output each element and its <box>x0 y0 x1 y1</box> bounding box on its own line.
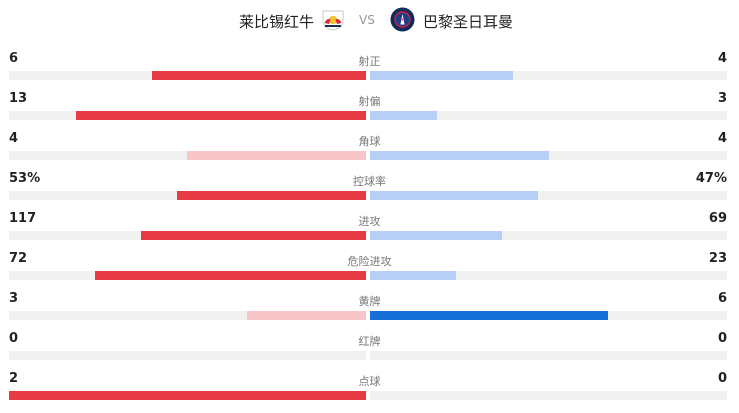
home-stat-track <box>9 351 366 360</box>
stat-row: 117 进攻 69 <box>0 208 739 248</box>
home-stat-track <box>9 111 366 120</box>
home-stat-value: 6 <box>9 51 19 66</box>
home-stat-value: 117 <box>9 211 37 226</box>
stat-label: 黄牌 <box>358 295 381 308</box>
stat-row: 0 红牌 0 <box>0 328 739 368</box>
away-stat-track <box>370 151 727 160</box>
away-stat-bar <box>370 71 513 80</box>
stat-label: 进攻 <box>358 215 381 228</box>
away-stat-value: 23 <box>708 251 727 266</box>
away-stat-track <box>370 191 727 200</box>
stat-label: 红牌 <box>358 335 381 348</box>
away-stat-track <box>370 351 727 360</box>
home-team-name: 莱比锡红牛 <box>238 13 314 31</box>
away-stat-bar <box>370 111 437 120</box>
away-stat-track <box>370 271 727 280</box>
stat-row: 6 射正 4 <box>0 48 739 88</box>
stat-label: 点球 <box>358 375 381 388</box>
stat-label: 射偏 <box>358 95 381 108</box>
away-stat-track <box>370 391 727 400</box>
home-stat-bar <box>76 111 366 120</box>
home-stat-value: 13 <box>9 91 28 106</box>
rb-leipzig-logo-icon <box>321 9 345 31</box>
home-stat-bar <box>152 71 366 80</box>
away-stat-bar <box>370 231 502 240</box>
home-stat-value: 72 <box>9 251 28 266</box>
home-stat-value: 2 <box>9 371 19 386</box>
stat-row: 4 角球 4 <box>0 128 739 168</box>
vs-label: VS <box>359 13 375 27</box>
home-stat-bar <box>95 271 366 280</box>
psg-logo-icon <box>390 7 415 32</box>
home-stat-track <box>9 271 366 280</box>
home-stat-track <box>9 71 366 80</box>
stat-label: 控球率 <box>353 175 386 188</box>
away-stat-value: 3 <box>717 91 727 106</box>
away-stat-track <box>370 71 727 80</box>
home-stat-track <box>9 231 366 240</box>
stat-label: 射正 <box>358 55 381 68</box>
match-header: 莱比锡红牛 VS 巴黎圣日耳曼 <box>0 0 739 44</box>
home-stat-track <box>9 151 366 160</box>
stat-row: 2 点球 0 <box>0 368 739 408</box>
home-stat-bar <box>141 231 366 240</box>
away-stat-value: 6 <box>717 291 727 306</box>
away-stat-value: 0 <box>717 331 727 346</box>
home-stat-value: 53% <box>9 171 41 186</box>
away-stat-bar <box>370 311 608 320</box>
home-stat-bar <box>9 391 366 400</box>
stat-row: 72 危险进攻 23 <box>0 248 739 288</box>
home-stat-bar <box>187 151 366 160</box>
away-stat-bar <box>370 191 538 200</box>
away-stat-track <box>370 311 727 320</box>
away-stat-value: 69 <box>708 211 727 226</box>
away-stat-bar <box>370 271 456 280</box>
home-stat-value: 3 <box>9 291 19 306</box>
away-stat-value: 47% <box>695 171 727 186</box>
home-stat-track <box>9 391 366 400</box>
stat-label: 危险进攻 <box>347 255 392 268</box>
away-stat-value: 4 <box>717 131 727 146</box>
home-stat-track <box>9 191 366 200</box>
away-team-name: 巴黎圣日耳曼 <box>423 13 514 31</box>
away-stat-track <box>370 111 727 120</box>
stat-row: 13 射偏 3 <box>0 88 739 128</box>
home-stat-bar <box>247 311 366 320</box>
stat-row: 53% 控球率 47% <box>0 168 739 208</box>
away-stat-track <box>370 231 727 240</box>
away-stat-value: 0 <box>717 371 727 386</box>
home-stat-value: 4 <box>9 131 19 146</box>
home-stat-track <box>9 311 366 320</box>
away-stat-value: 4 <box>717 51 727 66</box>
home-stat-value: 0 <box>9 331 19 346</box>
away-stat-bar <box>370 151 549 160</box>
home-stat-bar <box>177 191 366 200</box>
stat-row: 3 黄牌 6 <box>0 288 739 328</box>
stat-label: 角球 <box>358 135 381 148</box>
